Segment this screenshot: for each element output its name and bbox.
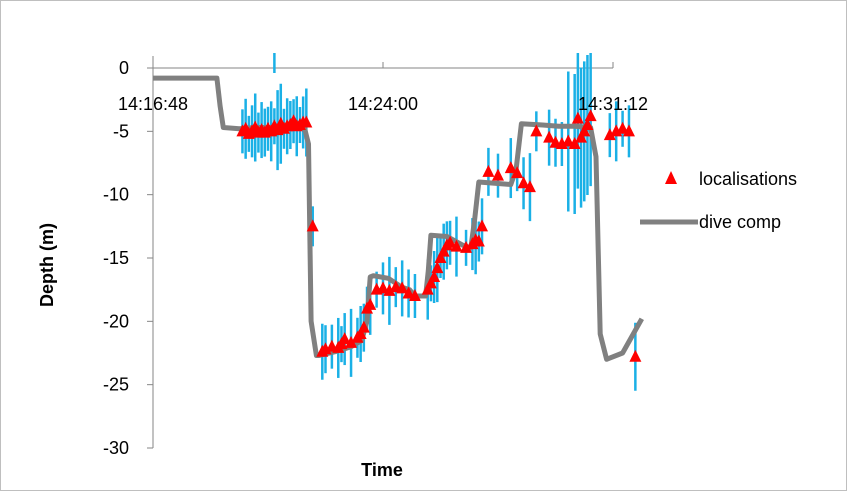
localisation-point <box>434 251 447 263</box>
localisation-point <box>629 349 642 362</box>
localisation-point <box>517 176 530 189</box>
localisation-point <box>424 276 437 289</box>
axes <box>147 56 614 449</box>
localisation-point <box>364 297 377 310</box>
localisation-point <box>431 261 444 274</box>
localisation-point <box>450 239 463 252</box>
localisation-point <box>300 115 313 128</box>
localisation-point <box>530 124 543 137</box>
localisation-point <box>523 180 536 193</box>
y-tick-label: 0 <box>119 58 129 78</box>
localisation-point <box>402 286 415 299</box>
localisation-point <box>383 283 396 296</box>
localisation-point <box>408 289 421 301</box>
localisation-point <box>377 281 389 294</box>
y-tick-label: -15 <box>103 248 129 268</box>
localisation-point <box>562 134 575 147</box>
localisation-point <box>476 219 489 232</box>
x-tick-label: 14:16:48 <box>118 94 188 114</box>
localisation-point <box>578 124 591 137</box>
localisation-point <box>421 282 434 295</box>
localisation-point <box>345 335 358 348</box>
localisation-point <box>511 166 524 179</box>
localisation-point <box>460 240 473 253</box>
localisation-point <box>616 121 629 134</box>
localisation-points <box>236 109 642 362</box>
localisation-point <box>584 109 597 122</box>
localisation-point <box>603 128 616 141</box>
legend: localisations dive comp <box>640 169 797 232</box>
localisation-point <box>338 332 351 345</box>
localisation-point <box>571 111 584 124</box>
localisation-point <box>492 168 504 181</box>
legend-localisations-marker <box>665 171 677 184</box>
localisation-point <box>581 118 594 130</box>
localisation-point <box>482 164 495 177</box>
localisation-point <box>444 235 457 248</box>
legend-dive-comp-label: dive comp <box>699 212 781 232</box>
x-axis-title: Time <box>361 460 403 480</box>
y-tick-label: -5 <box>113 121 129 141</box>
x-tick-label: 14:24:00 <box>348 94 418 114</box>
localisation-point <box>357 320 370 333</box>
y-tick-label: -30 <box>103 438 129 458</box>
localisation-point <box>543 130 556 143</box>
localisation-point <box>396 281 409 294</box>
localisation-point <box>437 244 450 257</box>
localisation-point <box>306 219 319 232</box>
y-axis-title: Depth (m) <box>37 223 57 307</box>
y-tick-label: -25 <box>103 375 129 395</box>
localisation-point <box>504 161 517 174</box>
error-bars <box>241 53 637 391</box>
y-tick-label: -10 <box>103 185 129 205</box>
localisation-point <box>568 137 581 149</box>
x-tick-label: 14:31:12 <box>578 94 648 114</box>
localisation-point <box>575 130 588 143</box>
tick-labels: 0 -5 -10 -15 -20 -25 -30 14:16:48 14:24:00 14:31:… <box>103 58 648 458</box>
localisation-point <box>622 124 635 137</box>
localisation-point <box>354 327 367 339</box>
localisation-point <box>472 234 485 247</box>
legend-localisations-label: localisations <box>699 169 797 189</box>
localisation-point <box>428 270 441 282</box>
y-tick-label: -20 <box>103 311 129 331</box>
